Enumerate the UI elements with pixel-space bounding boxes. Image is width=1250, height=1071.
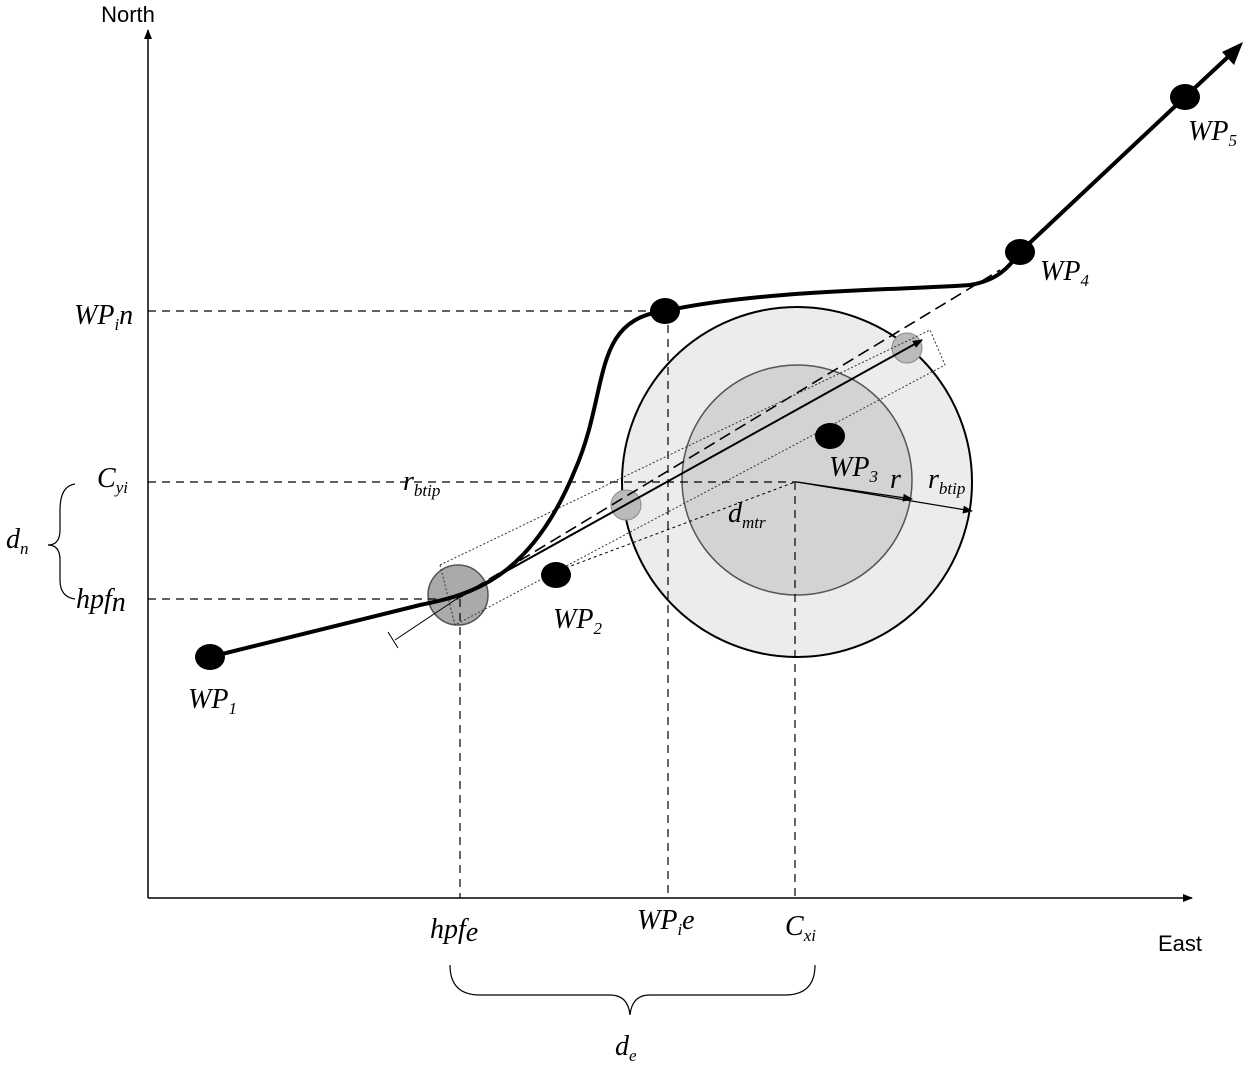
radius-label: dmtr (728, 498, 766, 532)
north-tick-label: hpfn (76, 584, 126, 618)
waypoint-label: WP4 (1040, 256, 1089, 290)
label-part: C (97, 463, 116, 494)
label-part: WP (553, 604, 593, 635)
label-part: btip (939, 479, 965, 498)
label-part: e (682, 905, 694, 936)
label-part: e (466, 917, 478, 948)
brace-east (449, 964, 816, 1016)
path-arrowhead (1222, 42, 1243, 65)
label-part: WP (1188, 116, 1228, 147)
label-part: xi (803, 926, 817, 945)
brace-north (47, 483, 76, 600)
label-part: 3 (868, 467, 878, 486)
label-part: hpf (430, 914, 469, 945)
label-part: r (928, 464, 939, 495)
label-part: d (6, 524, 21, 555)
label-part: WP (1040, 256, 1080, 287)
label-part: 4 (1080, 271, 1089, 290)
label-part: d (615, 1031, 630, 1062)
north-tick-label: WPin (74, 300, 133, 334)
label-part: hpf (76, 584, 115, 615)
sweep-box (439, 329, 946, 626)
label-part: C (785, 911, 804, 942)
waypoint-label: WP2 (553, 604, 602, 638)
waypoint-label: WP3 (829, 452, 878, 486)
projections (148, 269, 1001, 898)
label-part: n (112, 587, 126, 618)
label-part: WP (829, 452, 869, 483)
label-part: n (20, 539, 29, 558)
label-part: WP (74, 300, 114, 331)
east-tick-label: Cxi (785, 911, 816, 945)
east-tick-label: hpfe (430, 914, 478, 948)
label-part: 1 (228, 699, 237, 718)
heading-vector (457, 339, 923, 599)
waypoint-dots (195, 84, 1200, 670)
radius-label: rbtip (403, 466, 440, 500)
tail (394, 597, 459, 641)
distance-label: dn (6, 524, 29, 558)
label-part: i (114, 315, 119, 334)
waypoint-label: WP1 (188, 684, 237, 718)
radius-arrow (796, 481, 973, 514)
tail-cap (387, 631, 399, 649)
label-part: yi (114, 478, 129, 497)
waypoint-label: WP5 (1188, 116, 1237, 150)
label-part: i (677, 920, 682, 939)
label-part: d (728, 498, 743, 529)
radius-label: r (890, 464, 901, 495)
label-part: e (629, 1046, 637, 1065)
label-part: r (403, 466, 414, 497)
label-part: WP (188, 684, 228, 715)
label-part: n (119, 300, 133, 331)
inner-circle (681, 364, 913, 596)
label-part: 2 (593, 619, 602, 638)
east-label: East (1158, 931, 1202, 956)
label-part: btip (414, 481, 440, 500)
north-label: North (101, 2, 155, 27)
north-tick-label: Cyi (97, 463, 128, 497)
label-part: WP (637, 905, 677, 936)
distance-label: de (615, 1031, 637, 1065)
east-tick-label: WPie (637, 905, 695, 939)
label-part: r (890, 464, 901, 495)
radius-label: rbtip (928, 464, 965, 498)
label-part: mtr (742, 513, 766, 532)
label-part: 5 (1228, 131, 1237, 150)
